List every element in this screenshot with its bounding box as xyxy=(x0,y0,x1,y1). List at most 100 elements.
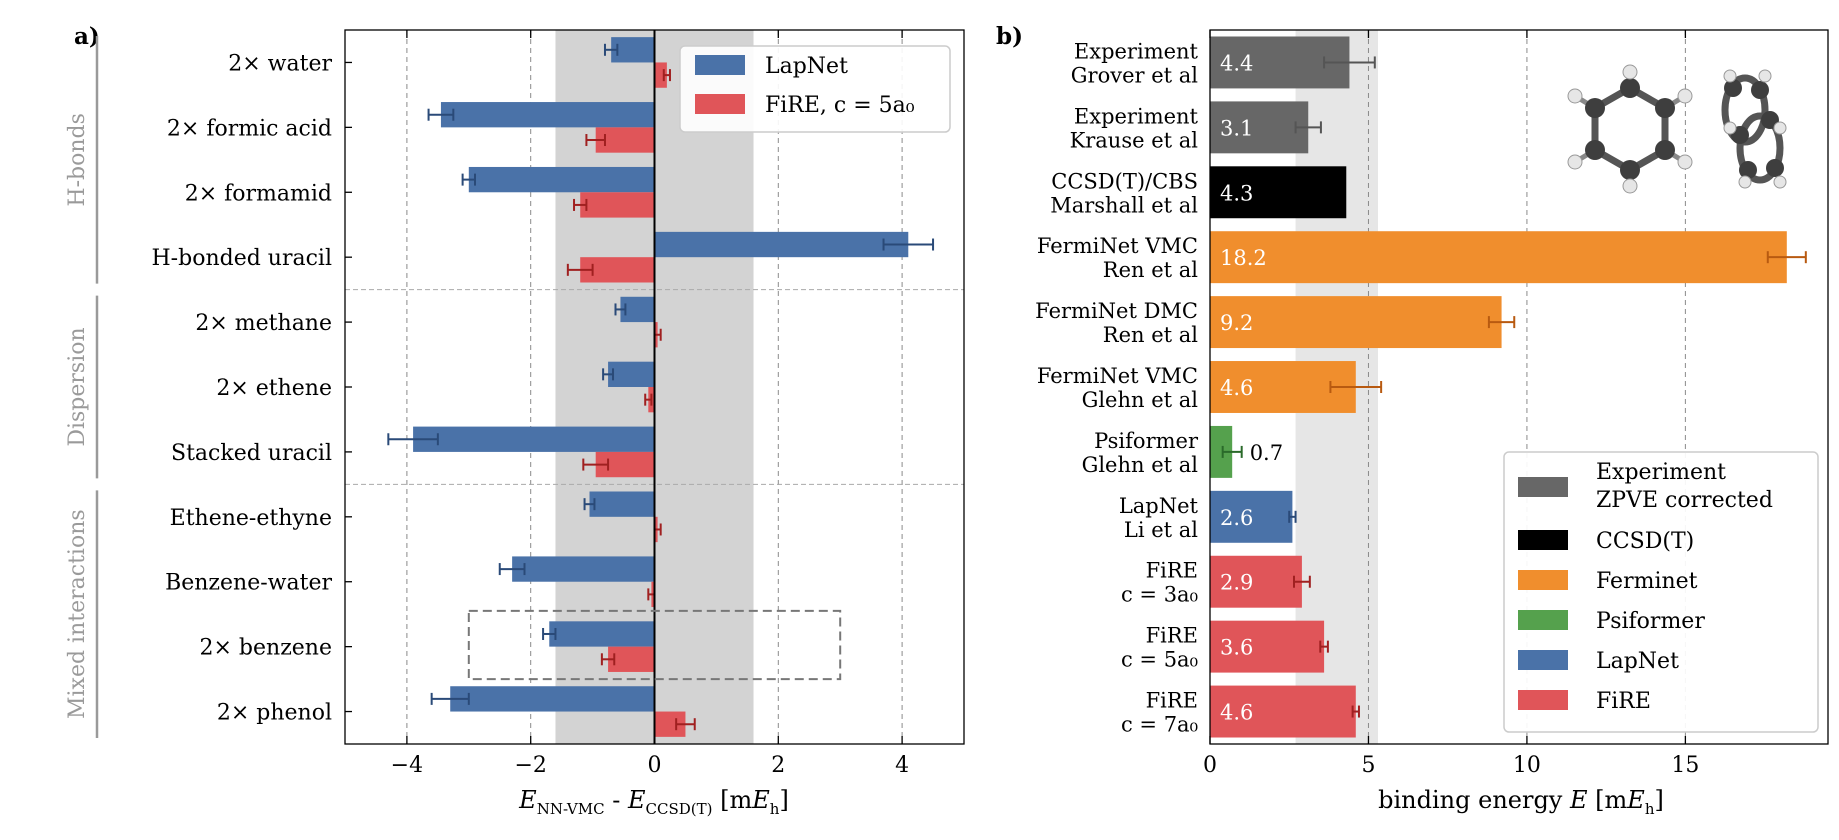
panel-b-value-label: 3.6 xyxy=(1220,636,1253,660)
panel-a-category-label: 2× water xyxy=(228,51,332,76)
panel-b-value-labels-layer: 4.4 3.1 4.3 18.2 9.2 4.6 0.7 2.6 2.9 3.6 4.6 xyxy=(1220,51,1283,724)
panel-b-error-bar xyxy=(1351,705,1360,718)
panel-a-highlight-box xyxy=(467,609,842,681)
legend-b-swatch-experiment xyxy=(1518,477,1568,497)
panel-a-category-label: Ethene-ethyne xyxy=(170,506,332,531)
panel-a-bar-lapnet xyxy=(450,686,655,712)
panel-a-category-label: Benzene-water xyxy=(165,571,332,596)
panel-a-error-bar xyxy=(882,238,935,251)
panel-a-x-tick-label: 0 xyxy=(648,753,662,778)
panel-a-bar-lapnet xyxy=(512,556,655,582)
panel-b-bar-ferminet xyxy=(1210,231,1787,284)
panel-b-value-label: 4.4 xyxy=(1220,51,1253,75)
panel-b-value-label: 4.6 xyxy=(1220,701,1253,725)
legend-a-swatch-fire xyxy=(695,94,745,114)
panel-a-category-label: H-bonded uracil xyxy=(152,246,333,271)
panel-a-groups-layer: H-bonds Dispersion Mixed interactions xyxy=(65,36,99,738)
panel-b-value-label: 4.6 xyxy=(1220,376,1253,400)
panel-b-bar-lapnet xyxy=(1210,490,1293,543)
panel-b-error-bar xyxy=(1319,640,1329,653)
panel-b-bar-experiment xyxy=(1210,101,1309,154)
panel-b-error-bar xyxy=(1329,381,1383,393)
panel-b-bar-fire xyxy=(1210,685,1356,738)
legend-a-swatch-lapnet xyxy=(695,55,745,75)
panel-b-value-label: 4.3 xyxy=(1220,181,1253,205)
panel-b-category-label: Experiment Krause et al xyxy=(1070,104,1199,152)
panel-a-bar-lapnet xyxy=(549,621,655,647)
legend-b-swatch-lapnet xyxy=(1518,650,1568,670)
panel-b-value-label: 0.7 xyxy=(1250,441,1283,465)
panel-b-error-bar xyxy=(1221,445,1243,458)
panel-a-bar-lapnet xyxy=(611,37,655,63)
panel-b-bar-fire xyxy=(1210,555,1302,608)
panel-b-value-label: 18.2 xyxy=(1220,246,1267,270)
panel-a-legend: LapNet FiRE, c = 5a₀ xyxy=(679,45,951,133)
panel-a-error-bar xyxy=(427,108,455,121)
panel-a-bar-lapnet xyxy=(654,231,909,258)
panel-a-category-label: Stacked uracil xyxy=(171,441,332,466)
panel-a-error-bar xyxy=(600,653,616,666)
legend-b-label-psiformer: Psiformer xyxy=(1596,609,1705,634)
benzene-dimer-top-view-image xyxy=(1567,64,1693,194)
panel-a-group-label: Mixed interactions xyxy=(65,509,90,719)
panel-b-error-bar xyxy=(1487,316,1516,329)
panel-b-category-label: FermiNet VMC Glehn et al xyxy=(1037,364,1198,412)
panel-b-bar-ccsdt xyxy=(1210,166,1347,219)
panel-b: b) 4.4 3.1 4.3 18.2 9.2 4.6 0.7 2.6 2.9 3.6 4.6 0 5… xyxy=(996,23,1829,818)
panel-b-value-label: 3.1 xyxy=(1220,116,1253,140)
panel-a-x-tick-label: 2 xyxy=(771,753,785,778)
panel-a-bar-lapnet xyxy=(440,102,655,128)
legend-b-swatch-psiformer xyxy=(1518,610,1568,630)
panel-a-error-bar xyxy=(662,69,671,82)
panel-a-bars-layer xyxy=(413,37,909,737)
panel-b-frame xyxy=(1209,29,1829,745)
legend-b-swatch-fire xyxy=(1518,690,1568,710)
panel-b-error-bar xyxy=(1292,575,1311,588)
panel-a-error-bar xyxy=(430,692,470,705)
panel-b-category-label: Psiformer Glehn et al xyxy=(1082,429,1199,477)
panel-a-error-bar xyxy=(583,498,596,511)
panel-b-x-tick-label: 5 xyxy=(1361,753,1375,778)
panel-a-category-label: 2× phenol xyxy=(217,701,332,726)
panel-a-error-bar xyxy=(566,263,594,276)
panel-a-error-bar xyxy=(602,368,615,381)
panel-a-error-bar xyxy=(603,43,619,56)
panel-a-group-label: H-bonds xyxy=(65,113,90,207)
panel-a-legend-box xyxy=(679,45,951,133)
panel-a-axis-layer: −4 −2 0 2 4 2× water 2× formic acid 2× formamid… xyxy=(152,30,909,778)
panel-a-error-bar xyxy=(644,393,653,406)
panel-a-x-tick-label: −4 xyxy=(391,753,423,778)
panel-a-error-bar xyxy=(675,718,696,731)
panel-a-category-label: 2× methane xyxy=(195,311,332,336)
panel-a-error-bar xyxy=(573,198,588,211)
legend-b-swatch-ccsdt xyxy=(1518,530,1568,550)
panel-a-bar-fire xyxy=(654,62,667,88)
panel-b-value-label: 2.9 xyxy=(1220,571,1253,595)
panel-a-bar-lapnet xyxy=(589,491,655,517)
panel-b-category-label: LapNet Li et al xyxy=(1119,494,1199,542)
legend-b-label-ferminet: Ferminet xyxy=(1596,569,1698,594)
panel-a-error-bar xyxy=(498,563,526,576)
panel-b-axis-layer: 0 5 10 15 Experiment Grover et al Experiment Kr… xyxy=(1035,30,1699,778)
panel-b-value-label: 9.2 xyxy=(1220,311,1253,335)
panel-b-error-bar xyxy=(1288,510,1297,523)
panel-b-bar-psiformer xyxy=(1210,425,1233,478)
panel-b-error-bar xyxy=(1294,121,1322,134)
legend-b-label-ccsdt: CCSD(T) xyxy=(1596,529,1694,554)
panel-b-error-layer xyxy=(1221,56,1807,718)
panel-b-x-tick-label: 10 xyxy=(1513,753,1541,778)
panel-b-category-label: FiRE c = 3a₀ xyxy=(1121,559,1198,607)
panel-a-error-bar xyxy=(582,458,610,471)
panel-b-category-label: FermiNet VMC Ren et al xyxy=(1037,234,1198,282)
panel-a-bar-fire xyxy=(580,192,655,218)
legend-b-label-experiment: Experiment ZPVE corrected xyxy=(1596,460,1773,513)
panel-a-category-label: 2× benzene xyxy=(200,636,333,661)
panel-b-error-bar xyxy=(1323,56,1376,69)
panel-b-category-label: CCSD(T)/CBS Marshall et al xyxy=(1050,169,1198,217)
panel-b-error-bar xyxy=(1766,251,1807,264)
panel-a-x-tick-label: −2 xyxy=(514,753,546,778)
panel-b-legend: Experiment ZPVE corrected CCSD(T) Fermin… xyxy=(1503,451,1819,733)
panel-a-category-label: 2× formic acid xyxy=(167,116,332,141)
panel-b-category-label: FiRE c = 5a₀ xyxy=(1121,624,1198,672)
legend-b-label-lapnet: LapNet xyxy=(1596,649,1679,674)
